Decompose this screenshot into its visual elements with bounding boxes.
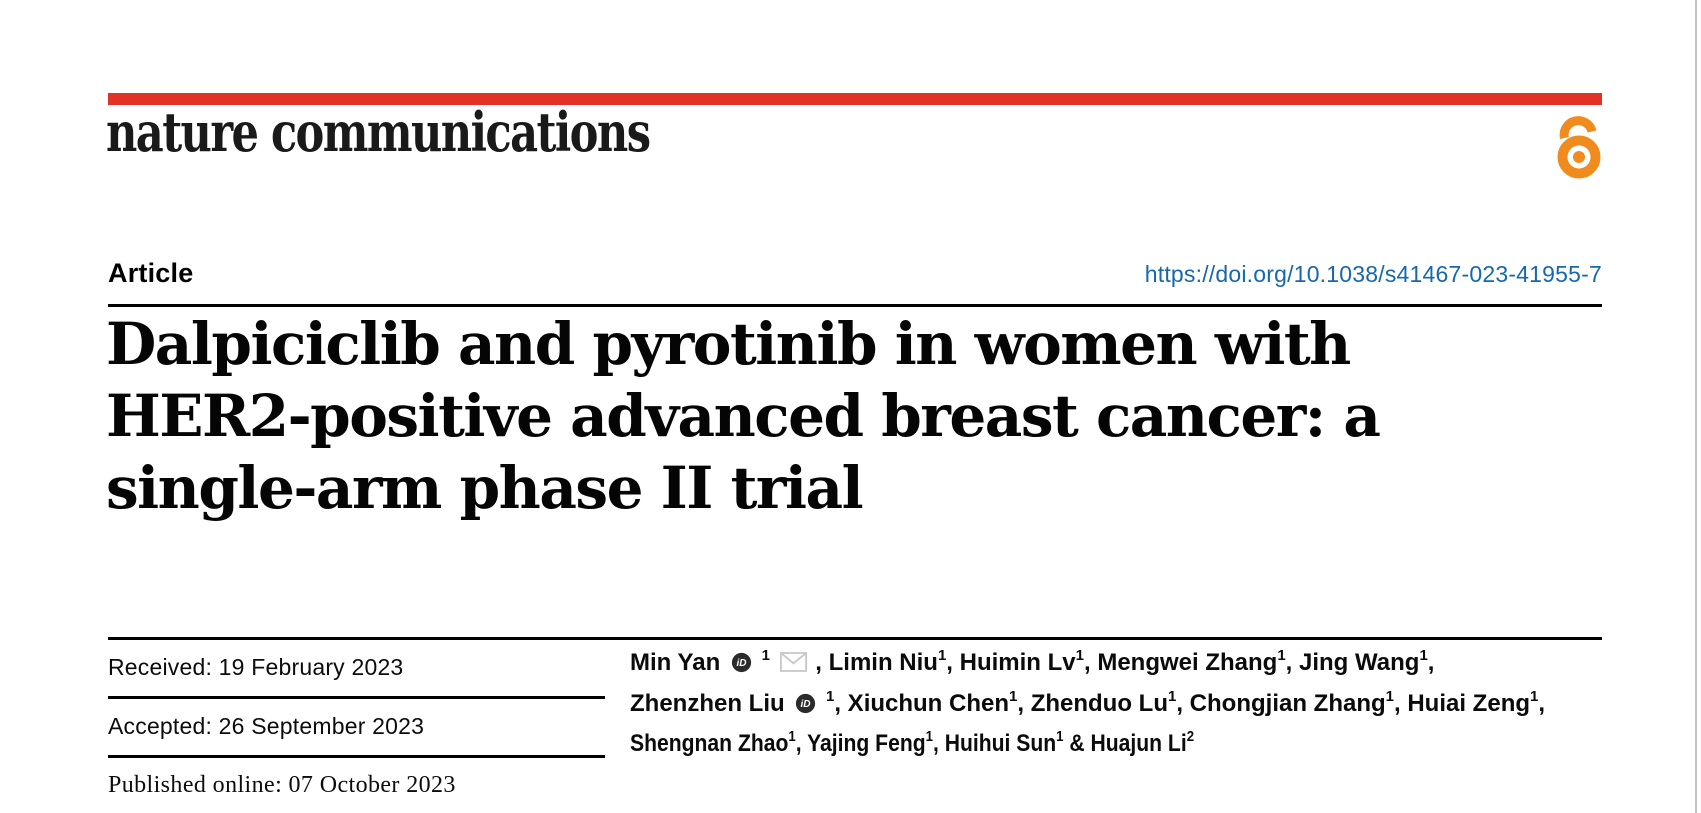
title-divider-rule <box>108 637 1602 640</box>
author-name-text: , Limin Niu <box>815 649 938 676</box>
author-line: Shengnan Zhao1, Yajing Feng1, Huihui Sun… <box>630 725 1506 763</box>
article-header-row: Article https://doi.org/10.1038/s41467-0… <box>108 258 1602 289</box>
orcid-id-icon[interactable]: iD <box>731 647 752 685</box>
author-line: Min Yan iD 1 , Limin Niu1, Huimin Lv1, M… <box>630 644 1625 685</box>
affiliation-superscript: 1 <box>1075 647 1084 664</box>
author-name-text: , Huimin Lv <box>946 649 1076 676</box>
affiliation-superscript: 1 <box>937 647 947 664</box>
open-access-lock-icon <box>1556 110 1602 180</box>
author-line: Zhenzhen Liu iD 1, Xiuchun Chen1, Zhendu… <box>630 685 1625 726</box>
page-right-edge <box>1695 0 1697 813</box>
author-name-text: , Mengwei Zhang <box>1083 649 1278 676</box>
affiliation-superscript: 1 <box>1277 647 1286 664</box>
published-online-row: Published online: 07 October 2023 <box>108 758 605 813</box>
title-line: HER2-positive advanced breast cancer: a <box>106 382 1381 450</box>
author-name-text: Min Yan <box>630 649 721 676</box>
author-name-text: , Huiai Zeng <box>1394 689 1531 717</box>
svg-text:iD: iD <box>736 658 746 669</box>
affiliation-superscript: 1 <box>1419 647 1428 664</box>
article-title: Dalpiciclib and pyrotinib in women with … <box>106 308 1606 524</box>
orcid-id-icon[interactable]: iD <box>795 688 816 726</box>
svg-text:iD: iD <box>801 699 811 710</box>
affiliation-superscript: 1 <box>1009 687 1018 705</box>
author-name-text: , Yajing Feng <box>795 730 926 757</box>
title-line: Dalpiciclib and pyrotinib in women with <box>106 310 1351 378</box>
author-name-text: & Huajun Li <box>1063 730 1187 757</box>
accepted-date-row: Accepted: 26 September 2023 <box>108 699 605 758</box>
author-name-text: , Zhenduo Lu <box>1017 689 1168 717</box>
affiliation-superscript: 1 <box>1056 728 1064 745</box>
affiliation-superscript: 2 <box>1186 728 1195 745</box>
author-name-text: Zhenzhen Liu <box>630 689 785 717</box>
author-name-text: Shengnan Zhao <box>630 730 789 757</box>
author-name-text: , Xiuchun Chen <box>834 689 1010 717</box>
affiliation-superscript: 1 <box>925 728 933 745</box>
affiliation-superscript: 1 <box>788 728 796 745</box>
author-name-text: , Jing Wang <box>1285 649 1420 676</box>
doi-link[interactable]: https://doi.org/10.1038/s41467-023-41955… <box>1144 261 1602 287</box>
header-divider-rule <box>108 304 1602 307</box>
author-name-text: , <box>1538 689 1546 717</box>
title-line: single-arm phase II trial <box>106 454 864 522</box>
affiliation-superscript: 1 <box>826 687 835 705</box>
article-kicker: Article <box>108 258 194 288</box>
affiliation-superscript: 1 <box>1530 687 1539 705</box>
affiliation-superscript: 1 <box>1168 687 1177 705</box>
author-name-text: , Huihui Sun <box>932 730 1057 757</box>
author-name-text: , Chongjian Zhang <box>1176 689 1386 717</box>
affiliation-superscript: 1 <box>1385 687 1394 705</box>
authors-block: Min Yan iD 1 , Limin Niu1, Huimin Lv1, M… <box>630 644 1625 763</box>
email-envelope-icon[interactable] <box>779 646 807 684</box>
received-date-row: Received: 19 February 2023 <box>108 640 605 699</box>
affiliation-superscript: 1 <box>761 647 770 664</box>
brand-red-bar <box>108 93 1602 105</box>
history-dates-column: Received: 19 February 2023 Accepted: 26 … <box>108 640 605 813</box>
nature-communications-logo: nature communications <box>106 100 651 164</box>
author-name-text: , <box>1427 649 1435 676</box>
